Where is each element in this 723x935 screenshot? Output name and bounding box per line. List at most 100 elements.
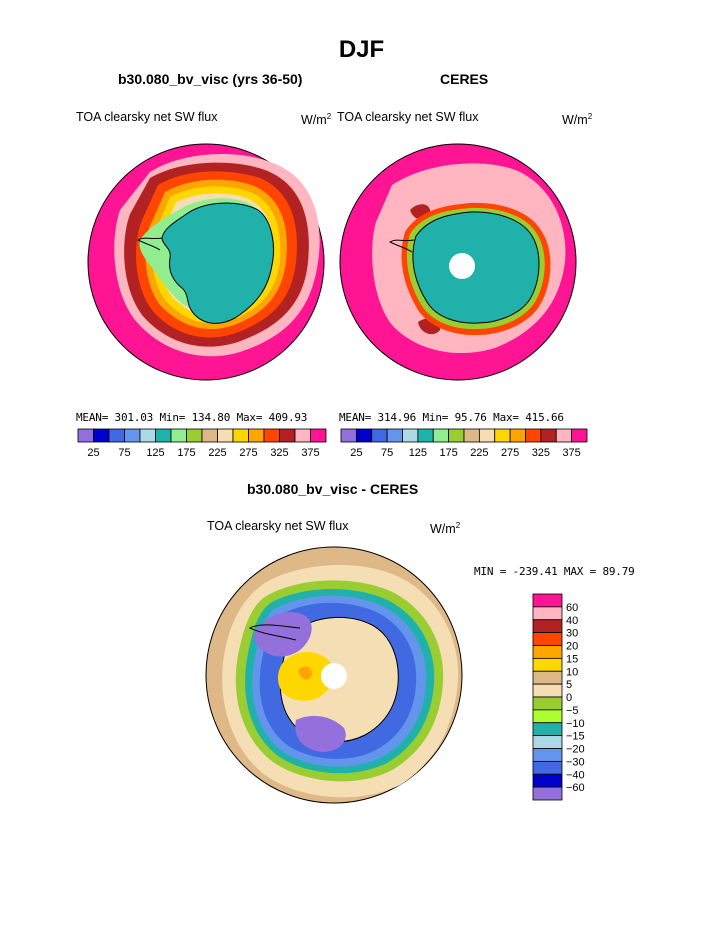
panel1-peninsula-coast — [137, 237, 163, 251]
colorbar-swatch — [525, 428, 542, 443]
colorbar-swatch — [555, 428, 573, 443]
colorbar-swatch — [478, 428, 496, 443]
colorbar-tick-label: 75 — [381, 447, 393, 459]
colorbar-swatch — [448, 428, 465, 443]
colorbar-swatch — [532, 786, 563, 801]
panel3-peninsula-coast — [248, 624, 301, 641]
colorbar-tick-label: 325 — [532, 447, 550, 459]
colorbar-swatch — [186, 428, 203, 443]
main-title: DJF — [338, 36, 385, 63]
panel3-map — [205, 546, 463, 804]
panel2-polar-hole — [449, 253, 475, 279]
panel3-orange-spot — [298, 666, 312, 680]
colorbar-tick-label: 40 — [566, 615, 578, 627]
panel1-stats: MEAN= 301.03 Min= 134.80 Max= 409.93 — [76, 411, 308, 424]
colorbar-swatch — [532, 683, 563, 698]
colorbar-swatch — [340, 428, 357, 443]
panel1-variable-label: TOA clearsky net SW flux — [76, 110, 218, 124]
colorbar-tick-label: 125 — [409, 447, 427, 459]
panel3-title: b30.080_bv_visc - CERES — [247, 481, 419, 497]
colorbar-swatch — [532, 773, 563, 788]
panel2-map — [339, 143, 577, 381]
colorbar-tick-label: 375 — [562, 447, 580, 459]
panel2-antarctica-ice — [412, 211, 540, 324]
panel1-title: b30.080_bv_visc (yrs 36-50) — [118, 71, 303, 87]
colorbar-swatch — [155, 428, 172, 443]
colorbar-swatch — [310, 428, 327, 443]
colorbar-tick-label: 225 — [470, 447, 488, 459]
panel1-colorbar: 25 75 125 175 225 275 325 375 — [77, 428, 327, 459]
colorbar-swatch — [532, 657, 563, 672]
colorbar-tick-label: 15 — [566, 653, 578, 665]
panel2-variable-label: TOA clearsky net SW flux — [337, 110, 479, 124]
colorbar-swatch — [532, 670, 563, 685]
colorbar-swatch — [263, 428, 280, 443]
colorbar-swatch — [371, 428, 388, 443]
colorbar-swatch — [108, 428, 125, 443]
colorbar-swatch — [540, 428, 557, 443]
colorbar-tick-label: 5 — [566, 679, 572, 691]
colorbar-swatch — [77, 428, 94, 443]
colorbar-swatch — [432, 428, 450, 443]
colorbar-tick-label: −60 — [566, 782, 585, 794]
colorbar-swatch — [124, 428, 141, 443]
colorbar-swatch — [532, 645, 563, 659]
colorbar-swatch — [217, 428, 234, 443]
colorbar-swatch — [170, 428, 187, 443]
colorbar-tick-label: 125 — [146, 447, 164, 459]
colorbar-tick-label: −20 — [566, 744, 585, 756]
colorbar-swatch — [532, 593, 563, 608]
colorbar-swatch — [139, 428, 156, 443]
colorbar-swatch — [402, 428, 419, 443]
colorbar-tick-label: 275 — [501, 447, 519, 459]
colorbar-swatch — [532, 748, 563, 762]
colorbar-swatch — [532, 760, 563, 775]
colorbar-swatch — [201, 428, 218, 443]
panel2-title: CERES — [440, 71, 489, 87]
colorbar-tick-label: 375 — [301, 447, 319, 459]
colorbar-tick-label: 30 — [566, 628, 578, 640]
colorbar-tick-label: 25 — [87, 447, 99, 459]
panel3-variable-label: TOA clearsky net SW flux — [207, 519, 349, 533]
colorbar-tick-label: 20 — [566, 641, 578, 653]
panel2-colorbar: 25 75 125 175 225 275 325 375 — [340, 428, 588, 459]
panel3-stats: MIN = -239.41 MAX = 89.79 — [474, 565, 635, 578]
colorbar-swatch — [532, 709, 563, 724]
colorbar-tick-label: −30 — [566, 756, 585, 768]
colorbar-tick-label: 25 — [350, 447, 362, 459]
colorbar-swatch — [571, 428, 588, 443]
colorbar-tick-label: 175 — [439, 447, 457, 459]
colorbar-swatch — [248, 428, 265, 443]
colorbar-tick-label: 225 — [208, 447, 226, 459]
colorbar-tick-label: 10 — [566, 666, 578, 678]
colorbar-tick-label: 75 — [118, 447, 130, 459]
colorbar-swatch — [417, 428, 434, 443]
colorbar-swatch — [93, 428, 110, 443]
colorbar-swatch — [532, 619, 563, 634]
colorbar-swatch — [463, 428, 480, 443]
colorbar-swatch — [532, 722, 563, 737]
panel3-polar-hole — [321, 663, 347, 689]
colorbar-tick-label: 175 — [177, 447, 195, 459]
colorbar-swatch — [232, 428, 249, 443]
colorbar-tick-label: −5 — [566, 705, 579, 717]
panel1-map — [87, 143, 325, 381]
colorbar-swatch — [509, 428, 526, 443]
colorbar-tick-label: −10 — [566, 718, 585, 730]
panel1-units: W/m2 — [301, 112, 332, 128]
colorbar-tick-label: −15 — [566, 731, 585, 743]
panel2-peninsula-coast — [389, 239, 415, 253]
colorbar-swatch — [532, 696, 563, 711]
colorbar-swatch — [279, 428, 296, 443]
colorbar-swatch — [532, 632, 563, 646]
panel2-stats: MEAN= 314.96 Min= 95.76 Max= 415.66 — [339, 411, 564, 424]
colorbar-tick-label: 0 — [566, 692, 572, 704]
colorbar-swatch — [532, 606, 563, 621]
panel1-antarctica-ice — [161, 202, 274, 324]
colorbar-tick-label: 60 — [566, 602, 578, 614]
colorbar-swatch — [386, 428, 403, 443]
colorbar-swatch — [294, 428, 311, 443]
colorbar-swatch — [532, 735, 563, 749]
